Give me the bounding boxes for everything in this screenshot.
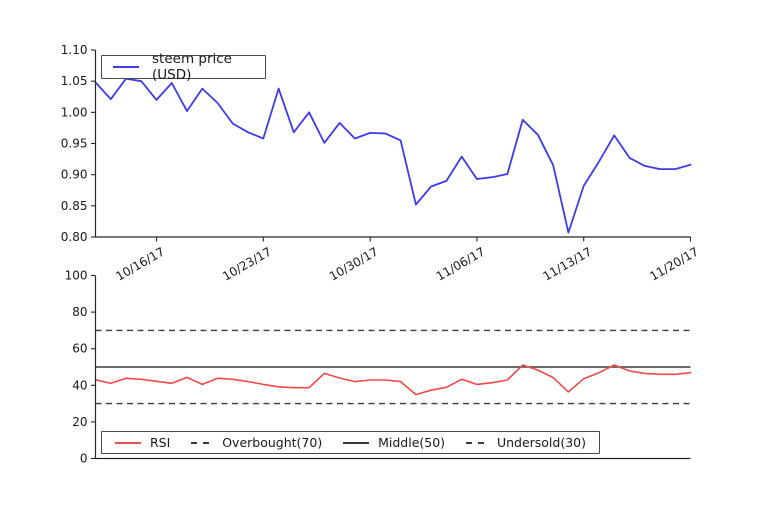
- y-tick-label: 1.10: [61, 43, 88, 57]
- y-tick-label: 0.90: [61, 168, 88, 182]
- x-tick-label: 10/16/17: [113, 244, 167, 283]
- y-tick-label: 60: [72, 342, 87, 356]
- x-tick-label: 10/30/17: [327, 244, 381, 283]
- overbought-legend-item: Overbought(70): [191, 435, 322, 450]
- x-tick-label: 11/13/17: [541, 244, 595, 283]
- y-tick-label: 80: [72, 305, 87, 319]
- steem-price-usd--line: [94, 77, 692, 234]
- price-legend-label: steem price (USD): [152, 51, 232, 83]
- middle-legend-label: Middle(50): [378, 435, 446, 450]
- y-tick-label: 1.05: [61, 74, 88, 88]
- x-tick-label: 11/20/17: [647, 244, 701, 283]
- overbought-legend-label: Overbought(70): [222, 435, 323, 450]
- y-tick-label: 0.85: [61, 199, 88, 213]
- x-tick-label: 10/23/17: [220, 244, 274, 283]
- y-tick-label: 0: [80, 452, 88, 466]
- y-tick-label: 40: [72, 378, 87, 392]
- overbought-legend-line-sample: [191, 441, 214, 444]
- undersold-legend-item: Undersold(30): [465, 435, 586, 450]
- y-tick-label: 1.00: [61, 105, 88, 119]
- rsi-legend-line-sample: [115, 441, 141, 444]
- middle-legend-line-sample: [343, 441, 370, 444]
- rsi-legend: RSI Overbought(70) Middle(50) Undersold(…: [101, 431, 600, 454]
- rsi-line: [94, 364, 692, 396]
- rsi-subplot: 0 20 40 60 80 100: [65, 269, 692, 466]
- undersold-legend-line-sample: [465, 441, 488, 444]
- y-tick-label: 0.80: [61, 230, 88, 244]
- y-tick-label: 0.95: [61, 137, 88, 151]
- x-tick-label: 11/06/17: [434, 244, 488, 283]
- rsi-legend-label: RSI: [150, 435, 171, 450]
- rsi-legend-item: RSI: [115, 435, 170, 450]
- middle-legend-item: Middle(50): [343, 435, 445, 450]
- y-tick-label: 20: [72, 415, 87, 429]
- y-tick-label: 100: [65, 269, 88, 283]
- price-legend-line-sample: [113, 66, 139, 68]
- price-legend: steem price (USD): [101, 51, 266, 83]
- undersold-legend-label: Undersold(30): [496, 435, 586, 450]
